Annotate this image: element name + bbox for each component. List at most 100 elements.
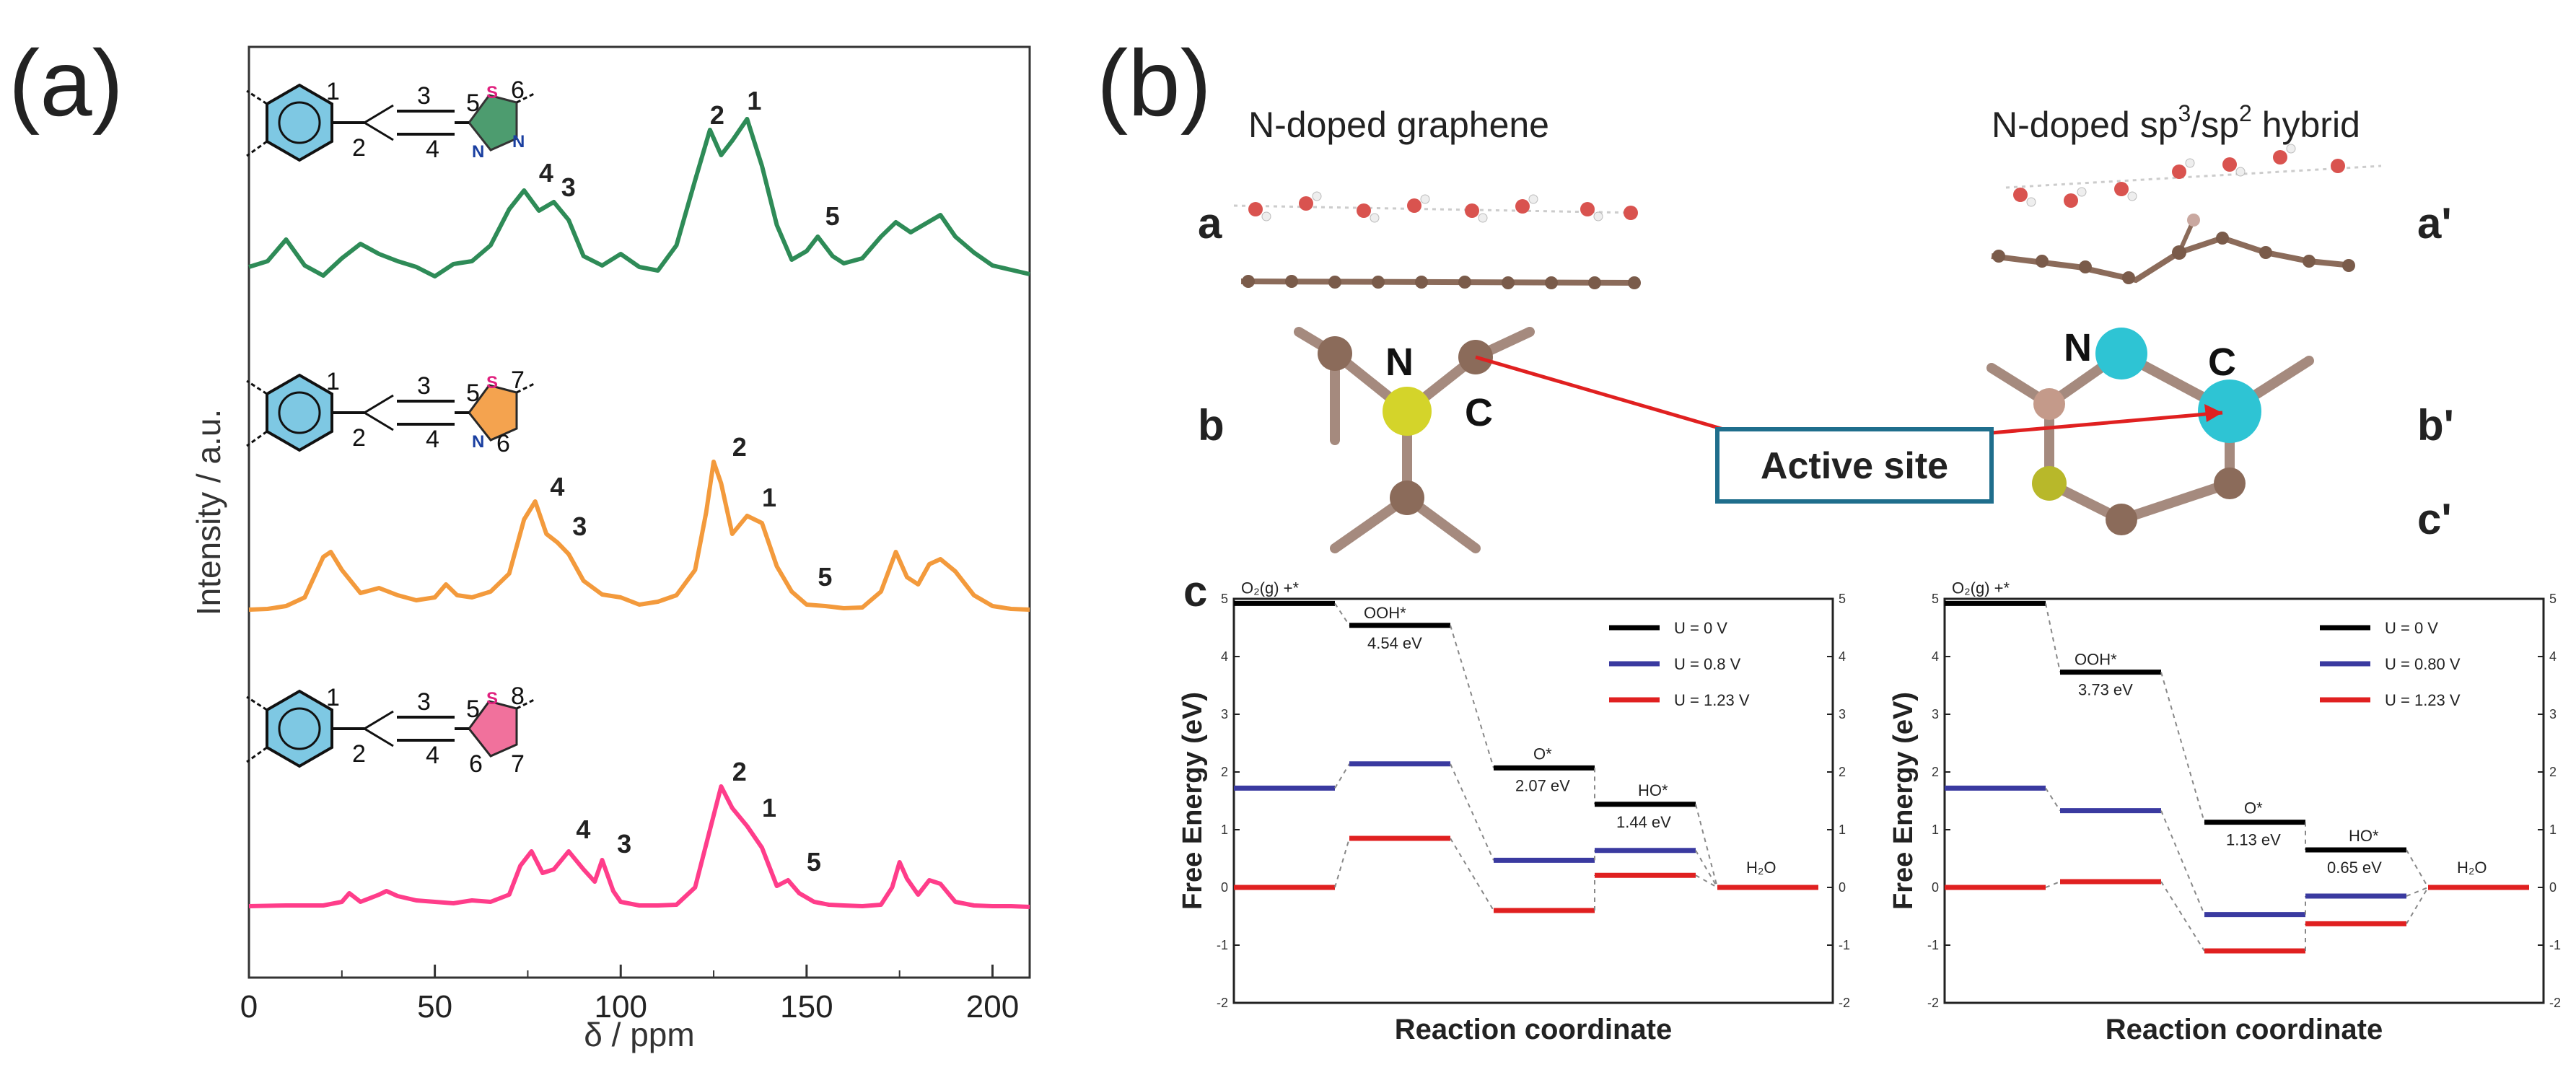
row-label-a: a [1198, 199, 1222, 247]
connector [2160, 810, 2205, 915]
atom-n-right: N [2064, 326, 2092, 369]
y-tick-label: 0 [1221, 880, 1228, 895]
struct1-num-5: 5 [466, 89, 480, 117]
peak-label: 1 [762, 483, 776, 512]
level-label: O* [2244, 799, 2263, 817]
level-label: 2.07 eV [1515, 776, 1570, 794]
hybrid-sheet-right [1991, 214, 2355, 284]
legend-label: U = 1.23 V [1674, 691, 1750, 709]
connector [2160, 672, 2205, 822]
y2-tick-label: 3 [2549, 707, 2557, 721]
level-label: 1.44 eV [1616, 813, 1671, 831]
connector [1334, 602, 1350, 626]
y-tick-label: 2 [1932, 765, 1939, 779]
y2-tick-label: 2 [2549, 765, 2557, 779]
y2-tick-label: -1 [2549, 938, 2561, 952]
panel-a-series [248, 117, 1030, 909]
struct2-num-6: 6 [496, 430, 510, 457]
peak-label: 4 [539, 158, 553, 188]
atom-c-left: C [1465, 391, 1493, 434]
atom-c-right: C [2208, 341, 2236, 384]
struct3-num-8: 8 [511, 683, 525, 710]
row-label-c-prime: c' [2417, 495, 2452, 543]
energy-plot-right: -2 -2 -1 -1 0 0 1 1 2 2 3 3 4 4 5 5 Free Energy (eV) Reac… [1888, 579, 2561, 1045]
level-label: OOH* [2075, 651, 2117, 669]
x-tick-label: 200 [966, 989, 1019, 1024]
panel-b-label: (b) [1097, 30, 1212, 136]
connector [2160, 881, 2205, 952]
water-layer-right [2005, 144, 2382, 208]
active-site-callout: Active site [1475, 355, 2223, 504]
legend-label: U = 0 V [1674, 619, 1727, 637]
struct2-num-3: 3 [417, 372, 431, 400]
struct1-num-6: 6 [511, 76, 525, 104]
y-tick-label: 4 [1932, 649, 1939, 664]
y-tick-label: 0 [1932, 880, 1939, 895]
connector [2406, 849, 2429, 888]
connector [1450, 838, 1494, 911]
legend-label: U = 0.8 V [1674, 655, 1741, 673]
y-tick-label: -1 [1217, 938, 1228, 952]
y2-tick-label: 5 [2549, 592, 2557, 606]
y-tick-label: 2 [1221, 765, 1228, 779]
connector [1695, 874, 1718, 888]
row-label-b-prime: b' [2417, 401, 2454, 449]
start-label: O₂(g) +* [1241, 579, 1300, 597]
peak-label: 2 [710, 100, 724, 130]
peak-label: 3 [572, 512, 587, 541]
struct2-num-5: 5 [466, 379, 480, 407]
panel-a-frame [247, 45, 1031, 979]
y-tick-label: 5 [1221, 592, 1228, 606]
y2-tick-label: 4 [2549, 649, 2557, 664]
panel-a-ticks: 0 50 100 150 200 [240, 965, 1019, 1024]
struct2-num-1: 1 [326, 368, 340, 395]
legend-label: U = 0 V [2385, 619, 2438, 637]
x-tick-label: 100 [595, 989, 647, 1024]
y2-tick-label: 5 [1839, 592, 1846, 606]
struct3-num-5: 5 [466, 696, 480, 723]
plot-frame [1232, 597, 1834, 1004]
connector [2045, 881, 2061, 888]
struct1-num-4: 4 [426, 136, 439, 163]
atom-n-left: N [1385, 341, 1414, 384]
level-label: 0.65 eV [2327, 859, 2382, 877]
graphene-sheet-left [1240, 275, 1641, 289]
struct2-num-4: 4 [426, 426, 439, 453]
panel-a-ylabel: Intensity / a.u. [190, 409, 227, 615]
connector [2406, 887, 2429, 897]
connector [1695, 804, 1718, 888]
spectrum-thiophene [248, 784, 1030, 909]
struct2-num-7: 7 [511, 367, 525, 394]
level-label: OOH* [1364, 604, 1406, 622]
struct1-num-1: 1 [326, 78, 340, 105]
peak-label: 5 [825, 201, 840, 231]
structure-thiadiazole: 1 2 3 4 5 6 S N N [246, 76, 535, 163]
start-label: O₂(g) +* [1952, 579, 2010, 597]
y2-tick-label: -1 [1839, 938, 1850, 952]
level-label: HO* [1638, 781, 1668, 799]
y-tick-label: 4 [1221, 649, 1228, 664]
peak-label: 2 [732, 432, 747, 462]
right-title: N-doped sp3/sp2 hybrid [1992, 100, 2360, 145]
struct3-num-7: 7 [511, 750, 525, 778]
row-label-b: b [1198, 401, 1225, 449]
y-tick-label: -2 [1217, 996, 1228, 1010]
y-tick-label: 3 [1932, 707, 1939, 721]
x-tick-label: 50 [417, 989, 452, 1024]
water-layer-left [1233, 191, 1639, 223]
peak-label: 1 [762, 793, 776, 822]
left-title: N-doped graphene [1248, 105, 1549, 145]
struct1-num-2: 2 [352, 134, 366, 162]
struct2-num-2: 2 [352, 424, 366, 452]
active-site-label: Active site [1761, 445, 1948, 487]
struct1-num-3: 3 [417, 82, 431, 110]
y2-tick-label: 1 [2549, 822, 2557, 837]
peak-label: 4 [550, 472, 564, 501]
peak-label: 3 [561, 172, 576, 202]
struct1-atom-n1: N [472, 142, 484, 162]
y-tick-label: -1 [1927, 938, 1939, 952]
spectrum-thiazole [248, 460, 1030, 612]
structure-thiophene: 1 2 3 4 5 8 6 7 S [246, 683, 535, 778]
struct3-num-6: 6 [469, 750, 483, 778]
connector [1334, 838, 1350, 888]
